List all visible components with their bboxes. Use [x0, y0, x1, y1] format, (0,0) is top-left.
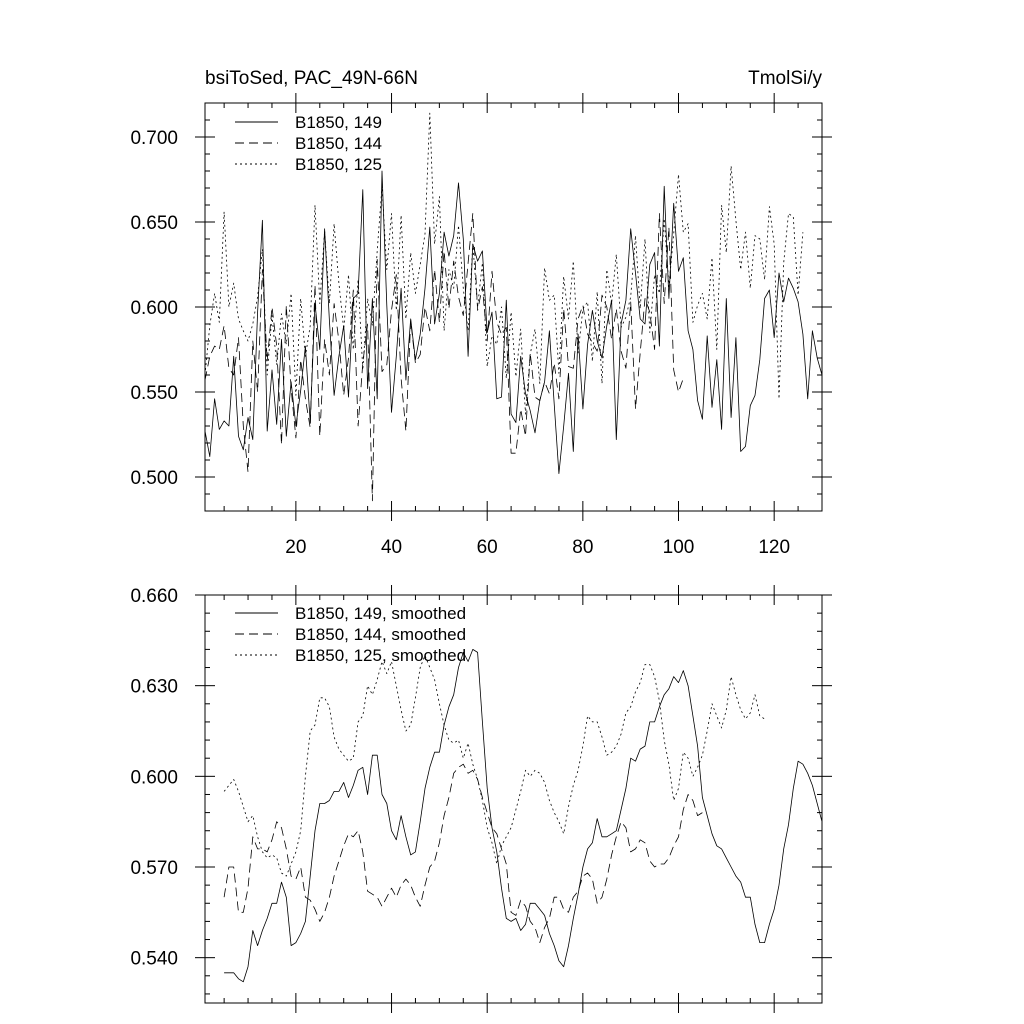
series-line-1 [224, 649, 823, 983]
y-tick-label: 0.650 [130, 213, 178, 234]
units-label: TmolSi/y [748, 68, 822, 89]
y-tick-label: 0.600 [130, 298, 178, 319]
series-line-3 [223, 655, 765, 877]
bottom-panel-legend: B1850, 149, smoothed B1850, 144, smoothe… [235, 604, 466, 665]
legend-label-125-smoothed: B1850, 125, smoothed [295, 646, 466, 665]
top-panel-series [204, 112, 823, 502]
legend-label-144: B1850, 144 [295, 134, 382, 153]
y-tick-label: 0.660 [130, 586, 178, 607]
bottom-panel: 0.540 0.570 0.600 0.630 0.660 B1850, 149, sm… [130, 585, 832, 1013]
legend-label-125: B1850, 125 [295, 155, 382, 174]
y-tick-label: 0.550 [130, 383, 178, 404]
legend-label-149-smoothed: B1850, 149, smoothed [295, 604, 466, 623]
series-line-3 [204, 112, 804, 415]
x-tick-label: 20 [285, 537, 306, 558]
top-panel-legend: B1850, 149 B1850, 144 B1850, 125 [235, 113, 382, 174]
series-line-2 [223, 763, 703, 943]
x-tick-label: 60 [477, 537, 498, 558]
bottom-panel-tick-labels: 0.540 0.570 0.600 0.630 0.660 [130, 586, 178, 970]
legend-label-149: B1850, 149 [295, 113, 382, 132]
y-tick-label: 0.600 [130, 767, 178, 788]
top-panel-frame [204, 102, 823, 512]
bottom-panel-frame [204, 594, 823, 1004]
y-tick-label: 0.540 [130, 949, 178, 970]
top-panel-tick-labels: 20 40 60 80 100 120 0.500 0.550 0.600 0.650 0.700 [130, 128, 790, 558]
series-line-1 [204, 170, 823, 475]
y-tick-label: 0.700 [130, 128, 178, 149]
series-line-2 [204, 213, 684, 502]
y-tick-label: 0.570 [130, 858, 178, 879]
y-tick-label: 0.630 [130, 677, 178, 698]
top-panel: bsiToSed, PAC_49N-66N TmolSi/y 20 40 60 80 1… [130, 68, 832, 558]
x-tick-label: 40 [381, 537, 402, 558]
x-tick-label: 80 [572, 537, 593, 558]
x-tick-label: 100 [663, 537, 695, 558]
bottom-panel-series [223, 649, 823, 983]
legend-label-144-smoothed: B1850, 144, smoothed [295, 625, 466, 644]
y-tick-label: 0.500 [130, 468, 178, 489]
top-panel-ticks [195, 93, 832, 521]
bottom-panel-ticks [195, 585, 832, 1013]
chart-title: bsiToSed, PAC_49N-66N [205, 68, 418, 89]
x-tick-label: 120 [758, 537, 790, 558]
